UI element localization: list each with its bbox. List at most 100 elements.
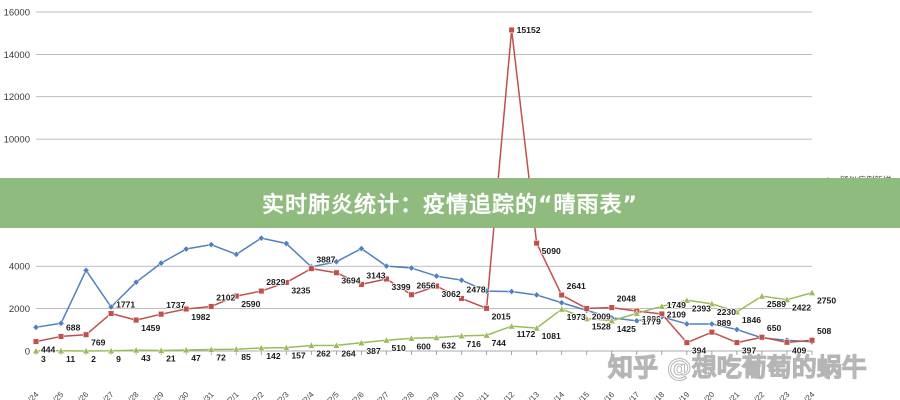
series-marker-2 <box>733 307 741 316</box>
series-marker-2 <box>182 346 191 354</box>
series-marker-2 <box>632 309 641 317</box>
series-marker-0 <box>157 259 165 267</box>
data-point-label: 3062 <box>442 289 461 299</box>
data-point-label: 9 <box>116 354 121 364</box>
series-marker-1 <box>683 339 690 346</box>
series-marker-1 <box>408 291 415 298</box>
series-marker-2 <box>207 345 216 353</box>
data-point-label: 2829 <box>266 277 285 287</box>
data-point-label: 1779 <box>642 316 661 326</box>
data-point-label: 387 <box>366 346 381 356</box>
series-marker-0 <box>32 323 40 331</box>
series-marker-2 <box>607 316 616 324</box>
series-marker-1 <box>783 339 791 346</box>
data-point-label: 3694 <box>341 276 360 286</box>
data-point-label: 2656 <box>416 281 435 291</box>
data-point-label: 2048 <box>617 294 636 304</box>
series-line-0 <box>35 237 813 343</box>
series-line-1 <box>35 29 813 344</box>
data-point-label: 1081 <box>542 331 561 341</box>
data-point-label: 744 <box>492 338 507 348</box>
series-marker-1 <box>483 305 490 312</box>
data-point-label: 508 <box>817 326 832 336</box>
series-marker-0 <box>633 317 641 325</box>
series-marker-0 <box>408 264 415 272</box>
series-marker-0 <box>733 326 741 334</box>
data-point-label: 1425 <box>617 324 636 334</box>
data-point-label: 2230 <box>717 307 736 317</box>
data-point-label: 2102 <box>216 292 235 302</box>
data-point-label: 1973 <box>567 312 586 322</box>
data-point-label: 394 <box>692 346 707 356</box>
data-point-label: 889 <box>717 318 732 328</box>
series-marker-2 <box>132 346 140 354</box>
series-marker-1 <box>308 265 315 272</box>
data-point-label: 2393 <box>692 303 711 313</box>
series-lines-group <box>35 29 813 352</box>
data-point-label: 72 <box>216 352 226 362</box>
data-point-label: 1886 <box>642 314 661 324</box>
data-point-label: 2641 <box>567 281 586 291</box>
series-marker-2 <box>232 345 241 353</box>
series-marker-0 <box>182 245 190 253</box>
data-point-label: 650 <box>767 323 782 333</box>
series-marker-1 <box>208 303 215 310</box>
data-point-label: 397 <box>742 346 757 356</box>
series-marker-2 <box>482 331 491 339</box>
y-axis-tick-label: 0 <box>25 346 30 357</box>
series-marker-0 <box>257 234 265 242</box>
series-marker-2 <box>708 299 716 307</box>
series-marker-2 <box>683 296 691 304</box>
y-axis-tick-label: 10000 <box>4 135 30 146</box>
data-point-label: 2750 <box>817 296 836 306</box>
series-marker-2 <box>407 334 416 342</box>
series-marker-1 <box>558 291 565 299</box>
series-marker-1 <box>433 283 440 290</box>
series-marker-2 <box>432 333 441 341</box>
series-marker-1 <box>808 337 816 344</box>
series-marker-2 <box>808 288 816 296</box>
series-marker-0 <box>458 276 466 284</box>
data-point-label: 600 <box>416 341 431 351</box>
data-point-label: 1737 <box>166 300 185 310</box>
series-marker-1 <box>508 26 515 34</box>
data-point-label: 3 <box>41 354 46 364</box>
series-marker-2 <box>307 341 316 349</box>
series-marker-0 <box>107 303 115 311</box>
data-point-label: 2015 <box>492 311 511 321</box>
y-axis-tick-label: 16000 <box>4 7 30 18</box>
series-line-2 <box>35 292 813 352</box>
data-point-label: 3143 <box>366 270 385 280</box>
series-marker-1 <box>32 338 40 345</box>
y-axis-tick-label: 12000 <box>4 92 30 103</box>
series-marker-1 <box>57 333 65 340</box>
series-marker-0 <box>382 262 390 270</box>
series-marker-1 <box>183 305 190 313</box>
series-marker-1 <box>283 279 290 286</box>
data-point-label: 3887 <box>316 255 335 265</box>
series-marker-2 <box>282 343 291 351</box>
series-marker-2 <box>507 322 516 330</box>
series-marker-2 <box>82 347 90 355</box>
series-marker-2 <box>382 336 391 344</box>
data-point-label: 2109 <box>667 309 686 319</box>
data-point-label: 3235 <box>291 285 310 295</box>
data-point-label: 47 <box>191 353 201 363</box>
series-marker-0 <box>57 319 65 327</box>
series-marker-2 <box>758 292 766 300</box>
series-marker-1 <box>658 310 665 317</box>
series-marker-1 <box>608 304 615 311</box>
data-point-label: 716 <box>467 339 482 349</box>
data-point-label: 142 <box>266 351 281 361</box>
data-point-label: 632 <box>442 341 457 351</box>
banner-title: 实时肺炎统计：疫情追踪的“晴雨表” <box>262 193 638 218</box>
data-point-label: 1528 <box>592 322 611 332</box>
series-marker-1 <box>83 331 90 338</box>
series-marker-2 <box>457 331 466 339</box>
series-marker-2 <box>107 346 115 354</box>
series-marker-0 <box>357 245 365 253</box>
data-point-label: 11 <box>66 354 75 364</box>
data-point-label: 688 <box>66 322 81 332</box>
data-point-label: 1771 <box>116 299 135 309</box>
